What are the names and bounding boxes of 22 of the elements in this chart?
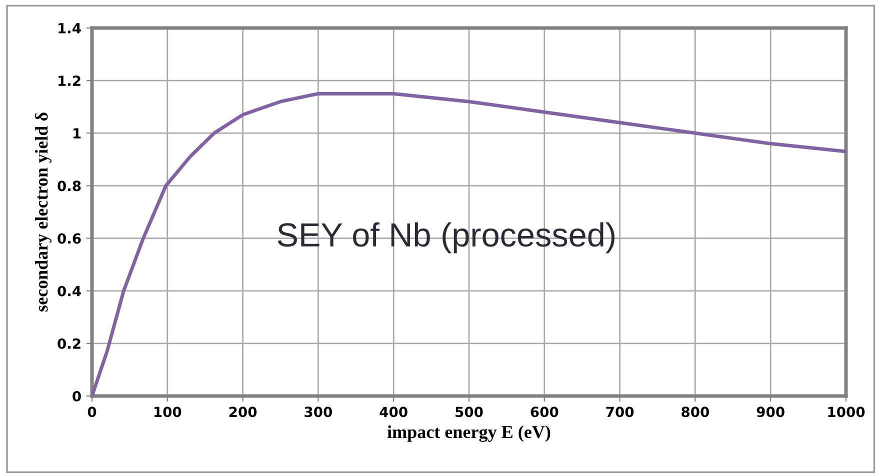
y-tick-label: 1.4	[58, 23, 81, 34]
y-tick-label: 0.2	[58, 338, 80, 349]
x-tick-label: 100	[154, 406, 182, 418]
x-tick-label: 400	[380, 406, 408, 418]
x-tick-label: 800	[682, 406, 710, 418]
y-tick-label: 0.6	[58, 233, 81, 244]
x-axis-title: impact energy E (eV)	[387, 425, 550, 442]
y-tick-label: 0.8	[58, 180, 81, 192]
y-tick-label: 0.4	[58, 286, 81, 296]
annotation: SEY of Nb (processed)	[278, 222, 614, 254]
x-tick-label: 0	[88, 406, 96, 418]
y-tick-label: 1.2	[58, 76, 80, 86]
x-tick-label: 900	[756, 406, 784, 418]
x-tick-label: 300	[304, 406, 332, 418]
y-tick-label: 0	[72, 390, 81, 402]
x-tick-label: 200	[229, 406, 257, 418]
x-tick-label: 700	[606, 406, 634, 418]
x-tick-label: 500	[456, 406, 483, 418]
y-tick-label: 1	[73, 128, 81, 138]
x-tick-label: 600	[530, 406, 558, 418]
y-axis-title: secondary electron yield δ	[34, 112, 52, 312]
x-tick-label: 1000	[828, 406, 865, 418]
